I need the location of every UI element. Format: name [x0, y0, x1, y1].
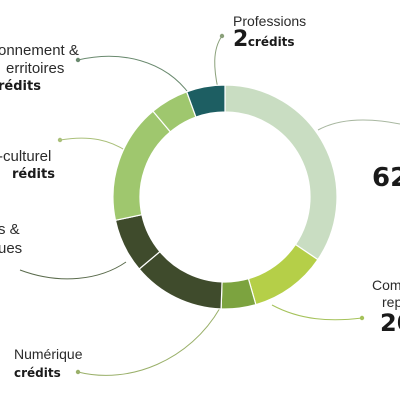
label-culturel: -culturel rédits [0, 148, 55, 184]
leader-line-2 [77, 55, 191, 96]
donut-slice-2 [247, 243, 319, 306]
label-competences-line2: rep [382, 294, 400, 310]
label-sciences: s & ues [0, 220, 22, 258]
label-big-value-number: 62 [372, 163, 400, 193]
leader-line-4 [19, 261, 127, 280]
label-competences-line1: Com [372, 277, 400, 293]
label-environnement-line1: onnement & [0, 42, 79, 59]
leader-dot-6 [359, 315, 365, 321]
label-culturel-line1: -culturel [0, 148, 52, 165]
label-sciences-line1: s & [0, 221, 20, 238]
leader-line-1 [214, 35, 223, 90]
label-environnement-line2: erritoires [6, 60, 65, 77]
donut-slice-4 [138, 250, 223, 310]
label-professions-unit: crédits [247, 35, 295, 49]
label-big-value: 62 [372, 165, 400, 191]
donut-slice-1 [224, 84, 338, 261]
donut-slice-8 [185, 84, 226, 118]
label-professions: Professions 2crédits [233, 13, 306, 51]
label-competences-value: 20 [380, 309, 400, 337]
leader-dot-2 [75, 57, 81, 63]
label-professions-value: 2 [233, 27, 248, 52]
label-culturel-unit: rédits [12, 167, 55, 182]
donut-ring [112, 84, 338, 310]
leader-line-6 [271, 304, 363, 321]
label-environnement: onnement & erritoires rédits [0, 42, 79, 96]
leader-lines [19, 33, 400, 376]
label-sciences-line2: ues [0, 240, 23, 257]
label-competences: Com rep 20 [372, 277, 400, 335]
label-numerique: Numérique crédits [14, 346, 82, 382]
leader-dot-3 [57, 137, 63, 143]
leader-line-5 [77, 307, 221, 376]
label-numerique-name: Numérique [14, 346, 83, 362]
label-environnement-unit: rédits [0, 79, 41, 94]
label-professions-name: Professions [233, 13, 307, 29]
leader-line-7 [317, 119, 400, 131]
donut-slice-6 [112, 110, 172, 221]
leader-dot-5 [75, 369, 81, 375]
leader-dot-1 [219, 33, 225, 39]
label-numerique-unit: crédits [14, 366, 61, 380]
leader-line-3 [59, 137, 129, 153]
